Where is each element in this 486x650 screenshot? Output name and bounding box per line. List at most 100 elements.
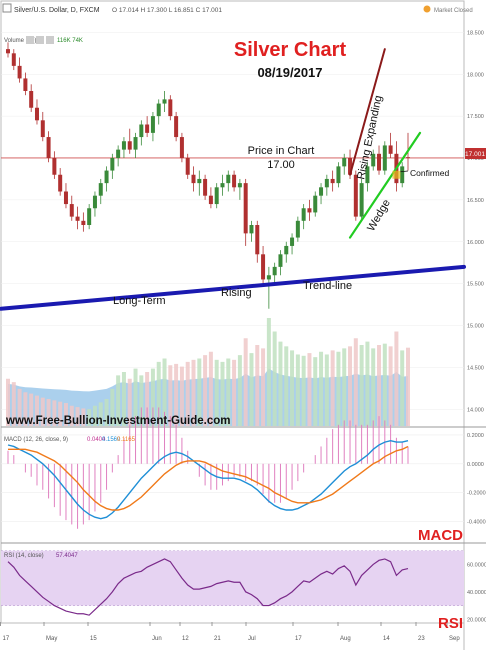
x-tick-label: May xyxy=(46,636,57,642)
volume-bar xyxy=(400,350,405,426)
volume-bar xyxy=(17,388,22,426)
candle-body xyxy=(278,254,283,267)
volume-bar xyxy=(174,363,179,426)
volume-bar xyxy=(382,343,387,426)
price-tag: 17.001 xyxy=(465,151,485,158)
candle-body xyxy=(220,183,225,188)
x-tick-label: 14 xyxy=(383,636,390,642)
volume-bar xyxy=(353,338,358,426)
volume-bar xyxy=(313,357,318,426)
volume-bar xyxy=(342,348,347,426)
volume-bar xyxy=(278,341,283,426)
candle-body xyxy=(290,237,295,246)
volume-bar xyxy=(179,366,184,426)
volume-bar xyxy=(377,345,382,426)
price-tick-label: 18.000 xyxy=(467,72,484,78)
candle-body xyxy=(110,158,115,171)
candle-body xyxy=(185,158,190,175)
candle-body xyxy=(342,158,347,167)
candle-body xyxy=(58,174,63,192)
x-tick-label: Jun xyxy=(152,636,162,642)
candle-body xyxy=(261,254,266,280)
candle-body xyxy=(92,195,97,209)
candle-body xyxy=(52,158,57,175)
volume-bar xyxy=(284,346,289,426)
candle-body xyxy=(353,174,358,217)
candle-body xyxy=(46,137,51,158)
volume-bar xyxy=(226,358,231,426)
macd-tick-label: -0.2000 xyxy=(467,491,486,497)
rsi-value: 57.4047 xyxy=(56,553,78,559)
candle-body xyxy=(81,220,86,225)
candle-body xyxy=(284,245,289,255)
candle-body xyxy=(75,216,80,221)
rsi-axis: 60.0000 40.0000 20.0000 xyxy=(1,550,486,623)
volume-bar xyxy=(243,338,248,426)
price-value: 17.00 xyxy=(267,159,295,171)
candle-body xyxy=(406,157,410,159)
volume-bar xyxy=(388,346,393,426)
volume-bar xyxy=(406,347,410,426)
price-tag-box xyxy=(465,148,486,159)
volume-bar xyxy=(6,378,10,426)
confirmed-pointer xyxy=(400,170,409,173)
candle-body xyxy=(255,225,260,255)
candle-body xyxy=(11,53,16,66)
toolbar-buttons xyxy=(26,36,54,44)
candle-body xyxy=(214,187,219,205)
macd-axis: 0.2000 0.0000 -0.2000 -0.4000 xyxy=(1,433,486,526)
candle-body xyxy=(336,166,341,184)
candle-body xyxy=(226,174,231,184)
macd-tick-label: -0.4000 xyxy=(467,520,486,526)
volume-values: 116K 74K xyxy=(57,38,83,44)
volume-bar xyxy=(255,345,260,426)
volume-bar xyxy=(232,359,237,426)
wedge-upper-line xyxy=(349,48,386,176)
macd-value-1: 0.0404 xyxy=(87,437,106,443)
website-watermark: www.Free-Bullion-Investment-Guide.com xyxy=(5,415,231,427)
candle-body xyxy=(208,195,213,205)
volume-bar xyxy=(40,397,45,426)
macd-value-2: 0.1569 xyxy=(102,437,121,443)
candle-body xyxy=(179,137,184,158)
candle-body xyxy=(168,99,173,117)
volume-bar xyxy=(272,331,277,426)
symbol-label: Silver/U.S. Dollar, D, FXCM xyxy=(14,7,100,14)
candle-body xyxy=(319,187,324,196)
toolbar-button[interactable] xyxy=(26,36,34,44)
rsi-tick-label: 20.0000 xyxy=(467,617,486,623)
volume-bar xyxy=(116,375,121,426)
volume-bar xyxy=(197,358,202,426)
volume-bar xyxy=(185,361,190,426)
candle-body xyxy=(232,174,237,188)
price-tick-label: 14.500 xyxy=(467,365,484,371)
volume-bar xyxy=(290,350,295,426)
market-status-icon xyxy=(423,5,431,13)
volume-bar xyxy=(394,331,399,426)
toolbar-button[interactable] xyxy=(46,36,54,44)
signal-line xyxy=(8,445,409,511)
volume-bar xyxy=(81,408,86,426)
candle-body xyxy=(249,225,254,234)
volume-bar xyxy=(168,365,173,426)
candle-body xyxy=(330,178,335,184)
rsi-label: RSI (14, close) xyxy=(4,553,44,559)
volume-bar xyxy=(162,358,167,426)
macd-tag: MACD xyxy=(418,527,463,544)
volume-bar xyxy=(34,395,39,426)
candle-body xyxy=(243,183,248,234)
volume-bar xyxy=(75,407,80,426)
x-axis: 17 May 15 Jun 12 21 Jul 17 Aug 14 23 Sep xyxy=(0,622,460,642)
price-tick-label: 17.500 xyxy=(467,114,484,120)
x-tick-label: 17 xyxy=(3,636,10,642)
candle-body xyxy=(150,116,155,133)
toolbar-button[interactable] xyxy=(36,36,44,44)
volume-bar xyxy=(145,372,150,426)
candle-body xyxy=(63,191,68,205)
candle-body xyxy=(197,178,202,184)
volume-bar xyxy=(220,361,225,426)
volume-bar xyxy=(249,353,254,426)
